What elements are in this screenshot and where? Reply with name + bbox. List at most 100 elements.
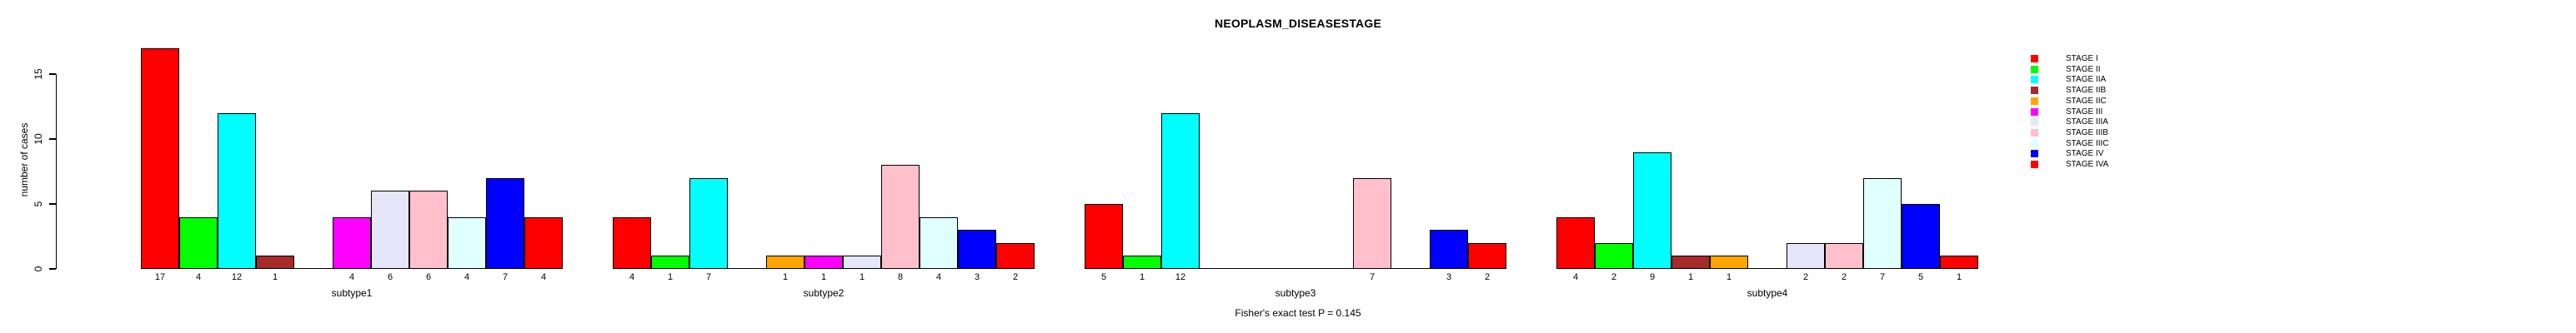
bar-value-label: 6 xyxy=(387,272,393,282)
bar-value-label: 2 xyxy=(1484,272,1491,282)
bar-stage-ii-subtype3 xyxy=(1123,256,1161,269)
legend-row: STAGE IIIB xyxy=(2031,127,2139,137)
y-tick-label: 0 xyxy=(33,266,44,272)
bar-stage-iv-subtype2 xyxy=(958,230,996,269)
legend-swatch xyxy=(2031,65,2038,73)
bar-value-label: 4 xyxy=(935,272,942,282)
bar-value-label: 2 xyxy=(1841,272,1847,282)
legend-row: STAGE IIA xyxy=(2031,75,2139,84)
bar-stage-iiib-subtype4 xyxy=(1825,242,1863,269)
bar-stage-iiib-subtype3 xyxy=(1353,177,1391,269)
bar-value-label: 4 xyxy=(540,272,547,282)
zero-bar-baseline xyxy=(728,267,766,269)
bar-stage-iva-subtype2 xyxy=(996,242,1035,269)
bar-value-label: 1 xyxy=(782,272,789,282)
legend-row: STAGE IIIA xyxy=(2031,117,2139,127)
legend-label: STAGE IIIC xyxy=(2066,138,2109,148)
chart-title: NEOPLASM_DISEASESTAGE xyxy=(1215,17,1381,30)
bar-stage-iic-subtype4 xyxy=(1710,256,1748,269)
bar-value-label: 1 xyxy=(1139,272,1145,282)
legend-row: STAGE IV xyxy=(2031,149,2139,158)
y-tick xyxy=(49,203,56,205)
bar-stage-iii-subtype1 xyxy=(333,216,371,269)
bar-stage-i-subtype4 xyxy=(1556,216,1595,269)
legend-swatch xyxy=(2031,97,2038,105)
zero-bar-baseline xyxy=(1315,267,1353,269)
legend-row: STAGE II xyxy=(2031,64,2139,74)
group-label-subtype2: subtype2 xyxy=(803,287,844,299)
bar-value-label: 4 xyxy=(348,272,355,282)
legend-label: STAGE IVA xyxy=(2066,160,2109,169)
legend-label: STAGE IIIA xyxy=(2066,117,2108,127)
legend-row: STAGE IIC xyxy=(2031,97,2139,106)
legend-swatch xyxy=(2031,161,2038,168)
legend-label: STAGE IIB xyxy=(2066,86,2107,96)
legend-swatch xyxy=(2031,139,2038,147)
bar-value-label: 4 xyxy=(464,272,470,282)
bar-value-label: 1 xyxy=(859,272,865,282)
legend-row: STAGE IVA xyxy=(2031,160,2139,169)
group-label-subtype3: subtype3 xyxy=(1275,287,1316,299)
bar-value-label: 8 xyxy=(897,272,904,282)
bar-value-label: 2 xyxy=(1012,272,1019,282)
group-label-subtype1: subtype1 xyxy=(331,287,373,299)
bar-value-label: 7 xyxy=(705,272,712,282)
legend-label: STAGE I xyxy=(2066,54,2098,63)
bar-value-label: 1 xyxy=(1956,272,1962,282)
legend-swatch xyxy=(2031,118,2038,127)
legend-swatch xyxy=(2031,87,2038,95)
bar-stage-iiia-subtype2 xyxy=(843,256,881,269)
bar-stage-iv-subtype3 xyxy=(1430,230,1468,269)
zero-bar-baseline xyxy=(1748,267,1787,269)
bar-value-label: 7 xyxy=(1369,272,1376,282)
bar-value-label: 1 xyxy=(667,272,674,282)
bar-stage-iva-subtype1 xyxy=(524,216,563,269)
bar-stage-iic-subtype2 xyxy=(766,256,804,269)
bar-stage-iia-subtype4 xyxy=(1633,152,1671,269)
bar-stage-iib-subtype1 xyxy=(256,256,294,269)
bar-stage-iia-subtype1 xyxy=(218,112,256,269)
bar-value-label: 12 xyxy=(1175,272,1186,282)
bar-stage-iiic-subtype2 xyxy=(920,216,958,269)
legend-swatch xyxy=(2031,150,2038,158)
bar-stage-iia-subtype3 xyxy=(1161,112,1200,269)
zero-bar-baseline xyxy=(1238,267,1276,269)
y-axis-line xyxy=(56,74,58,269)
y-tick-label: 15 xyxy=(33,68,44,80)
y-tick xyxy=(49,73,56,75)
bar-stage-iiib-subtype1 xyxy=(409,191,448,269)
bar-stage-iiia-subtype1 xyxy=(371,191,409,269)
bar-value-label: 5 xyxy=(1100,272,1107,282)
bar-value-label: 4 xyxy=(1572,272,1579,282)
bar-stage-iiia-subtype4 xyxy=(1787,242,1825,269)
zero-bar-baseline xyxy=(1276,267,1315,269)
group-label-subtype4: subtype4 xyxy=(1747,287,1788,299)
bar-stage-iiic-subtype4 xyxy=(1863,177,1902,269)
bar-value-label: 7 xyxy=(502,272,509,282)
zero-bar-baseline xyxy=(1200,267,1238,269)
legend-row: STAGE IIB xyxy=(2031,86,2139,96)
legend-row: STAGE IIIC xyxy=(2031,138,2139,148)
bar-value-label: 7 xyxy=(1879,272,1886,282)
legend-row: STAGE I xyxy=(2031,54,2139,63)
bar-stage-i-subtype2 xyxy=(613,216,651,269)
y-tick xyxy=(49,138,56,140)
bar-stage-i-subtype1 xyxy=(141,47,179,269)
bar-value-label: 4 xyxy=(195,272,202,282)
bar-value-label: 1 xyxy=(272,272,278,282)
bar-value-label: 17 xyxy=(154,272,166,282)
legend-row: STAGE III xyxy=(2031,107,2139,117)
y-tick xyxy=(49,268,56,270)
bar-value-label: 5 xyxy=(1917,272,1924,282)
bar-stage-iib-subtype4 xyxy=(1671,256,1710,269)
legend-label: STAGE IIIB xyxy=(2066,127,2108,137)
bar-value-label: 1 xyxy=(1726,272,1732,282)
bar-stage-iiic-subtype1 xyxy=(448,216,486,269)
y-tick-label: 5 xyxy=(33,201,44,207)
legend-swatch xyxy=(2031,128,2038,137)
zero-bar-baseline xyxy=(1391,267,1430,269)
legend-label: STAGE II xyxy=(2066,64,2101,74)
fisher-test-annotation: Fisher's exact test P = 0.145 xyxy=(1235,307,1361,319)
legend-label: STAGE III xyxy=(2066,107,2103,117)
